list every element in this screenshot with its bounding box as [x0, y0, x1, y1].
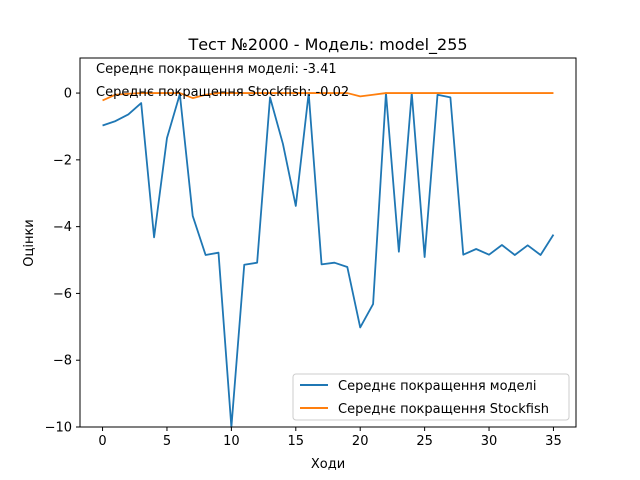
- stockfish-average-annotation: Середнє покращення Stockfish: -0.02: [96, 85, 349, 100]
- series-line-stockfish: [102, 92, 554, 102]
- y-tick-label: −8: [53, 354, 72, 369]
- legend-label-model: Середнє покращення моделі: [338, 379, 536, 394]
- x-tick-label: 30: [481, 434, 498, 449]
- series-layer: [102, 92, 555, 428]
- x-tick-label: 5: [163, 434, 171, 449]
- x-axis-label: Ходи: [311, 457, 345, 472]
- y-tick-label: −10: [45, 421, 72, 436]
- chart-title: Тест №2000 - Модель: model_255: [187, 35, 467, 55]
- x-axis-ticks: 0 5 10 15 20 25 30 35: [98, 427, 562, 449]
- plot-area: [80, 58, 576, 427]
- y-tick-label: −4: [53, 220, 72, 235]
- plot-frame: [79, 57, 577, 428]
- x-tick-label: 10: [223, 434, 240, 449]
- x-tick-label: 35: [545, 434, 562, 449]
- legend-label-stockfish: Середнє покращення Stockfish: [338, 402, 549, 417]
- y-tick-label: −6: [53, 287, 72, 302]
- x-tick-label: 25: [416, 434, 433, 449]
- legend: Середнє покращення моделі Середнє покращ…: [292, 373, 570, 421]
- y-axis-ticks: 0 −2 −4 −6 −8 −10: [45, 87, 80, 436]
- legend-box: [292, 373, 570, 421]
- x-tick-label: 0: [98, 434, 106, 449]
- x-tick-label: 15: [288, 434, 305, 449]
- x-tick-label: 20: [352, 434, 369, 449]
- y-tick-label: 0: [64, 87, 72, 102]
- y-axis-label: Оцінки: [22, 219, 37, 267]
- series-line-model: [102, 92, 555, 428]
- y-tick-label: −2: [53, 153, 72, 168]
- model-average-annotation: Середнє покращення моделі: -3.41: [96, 62, 337, 77]
